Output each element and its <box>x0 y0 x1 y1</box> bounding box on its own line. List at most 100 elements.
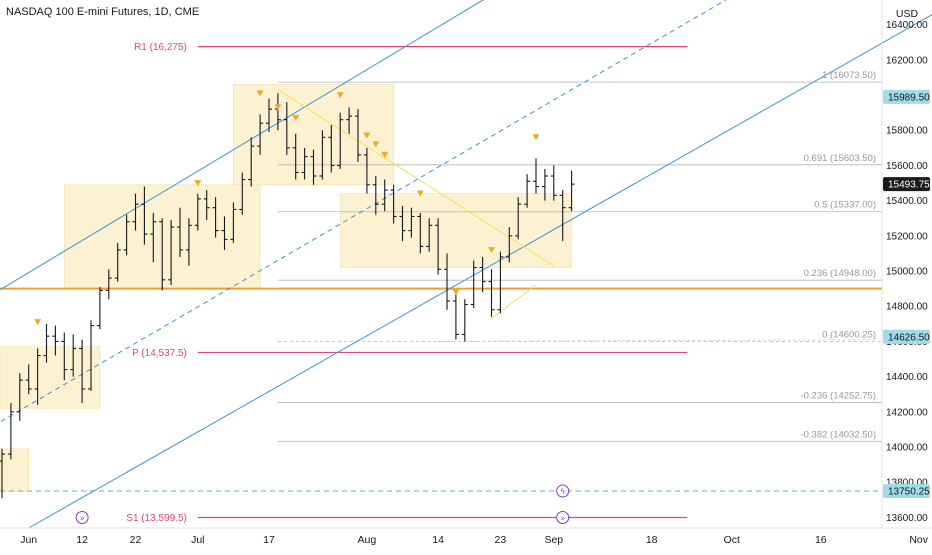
ohlc-bar <box>212 197 219 238</box>
fib-levels: 1 (16073.50) 0.691 (15603.50) 0.5 (15337.0… <box>0 70 882 492</box>
ohlc-bars <box>0 93 575 499</box>
fib-label: 0.236 (14948.00) <box>804 268 876 279</box>
fib-label: 1 (16073.50) <box>822 70 876 81</box>
x-tick-label: Aug <box>358 534 377 546</box>
fib-label: 0.691 (15603.50) <box>804 153 876 164</box>
ohlc-bar <box>515 197 522 240</box>
ohlc-bar <box>203 190 210 220</box>
down-triangle-marker <box>34 319 42 326</box>
y-tick-label: 14200.00 <box>886 407 928 418</box>
ohlc-bar <box>541 168 548 201</box>
x-tick-label: Sep <box>544 534 563 546</box>
ohlc-bar <box>88 320 94 391</box>
price-tag-bg <box>883 329 930 344</box>
x-tick-label: 23 <box>495 534 507 546</box>
fib-label: 0 (14600.25) <box>822 329 876 340</box>
fib-label: 0.5 (15337.00) <box>814 200 876 211</box>
ohlc-bar <box>470 260 477 308</box>
ohlc-bar <box>283 102 290 155</box>
y-tick-label: 15200.00 <box>886 231 928 242</box>
y-tick-label: 15000.00 <box>886 267 928 278</box>
ohlc-bar <box>328 124 335 173</box>
down-triangle-marker <box>372 141 380 148</box>
down-triangle-marker <box>488 246 495 253</box>
x-tick-label: 22 <box>130 534 142 546</box>
ohlc-bar <box>79 339 86 404</box>
ohlc-bar <box>390 184 397 224</box>
pivot-levels: R1 (16,275) P (14,537.5) S1 (13,599.5) <box>126 42 688 524</box>
ohlc-bar <box>194 193 201 231</box>
pivot-label: P (14,537.5) <box>132 348 187 359</box>
ohlc-bar <box>497 251 504 314</box>
ohlc-bar <box>248 137 255 187</box>
ohlc-bar <box>533 158 539 194</box>
price-tag-label: 14626.50 <box>888 332 930 343</box>
ohlc-bar <box>479 256 486 293</box>
ohlc-bar <box>292 133 299 180</box>
consolidation-box <box>0 448 30 492</box>
ohlc-bar <box>141 186 148 245</box>
event-icon-glyph: » <box>80 514 85 523</box>
ohlc-bar <box>310 149 317 185</box>
x-tick-label: 16 <box>815 534 827 546</box>
ohlc-bar <box>266 98 272 132</box>
consolidation-box <box>0 346 101 409</box>
ohlc-bar <box>52 325 59 356</box>
down-triangle-marker <box>194 180 202 187</box>
price-tag-label: 13750.25 <box>888 486 930 497</box>
down-triangle-marker <box>274 104 282 111</box>
x-tick-label: 17 <box>263 534 275 546</box>
ohlc-bar <box>150 212 157 263</box>
price-axis[interactable]: USD16400.0016200.0016000.0015800.0015600… <box>881 0 930 528</box>
ohlc-bar <box>96 286 103 330</box>
ohlc-bar <box>221 216 228 250</box>
y-tick-label: 16200.00 <box>886 55 928 66</box>
ohlc-bar <box>319 130 326 180</box>
chart-title: NASDAQ 100 E-mini Futures, 1D, CME <box>6 6 200 18</box>
ohlc-bar <box>355 109 361 162</box>
trend-channels <box>0 0 932 529</box>
x-tick-label: Oct <box>724 534 740 546</box>
down-triangle-marker <box>452 289 460 296</box>
ohlc-bar <box>363 147 370 194</box>
ohlc-bar <box>185 218 192 266</box>
triangle-lower-line <box>491 284 537 319</box>
ohlc-bar <box>506 227 513 263</box>
ohlc-bar <box>452 293 459 340</box>
ohlc-bar <box>114 242 121 282</box>
ohlc-bar <box>559 190 566 242</box>
event-icon <box>556 511 570 525</box>
y-tick-label: 16400.00 <box>886 20 928 31</box>
triangle-upper-line <box>277 89 555 267</box>
y-tick-label: 14400.00 <box>886 372 928 383</box>
channel-line <box>0 0 727 423</box>
ohlc-bar <box>159 218 166 291</box>
ohlc-bar <box>399 205 406 242</box>
y-tick-label: 15600.00 <box>886 161 928 172</box>
ohlc-bar <box>230 202 237 243</box>
ohlc-bar <box>417 212 424 254</box>
ohlc-bar <box>25 364 32 395</box>
time-axis[interactable]: Jun 12 22 Jul 17 Aug 14 23 Sep 18 Oct 16 Nov <box>0 527 932 546</box>
consolidation-box <box>339 193 572 268</box>
x-tick-label: Jul <box>191 534 204 546</box>
ohlc-bar <box>132 193 139 231</box>
event-icon <box>75 511 89 525</box>
y-tick-label: 14800.00 <box>886 302 928 313</box>
channel-line <box>0 0 484 291</box>
ohlc-bar <box>70 334 77 377</box>
ohlc-bar <box>372 176 379 215</box>
signal-markers: » » ϟ <box>34 90 570 525</box>
ohlc-bar <box>257 114 264 155</box>
ohlc-bar <box>337 112 344 169</box>
ohlc-bar <box>177 207 183 257</box>
ohlc-bar <box>461 299 468 342</box>
pivot-label: R1 (16,275) <box>134 42 187 53</box>
down-triangle-marker <box>532 134 540 141</box>
down-triangle-marker <box>363 132 371 139</box>
ohlc-bar <box>0 448 5 499</box>
ohlc-bar <box>346 107 353 134</box>
x-tick-label: Nov <box>909 534 928 546</box>
